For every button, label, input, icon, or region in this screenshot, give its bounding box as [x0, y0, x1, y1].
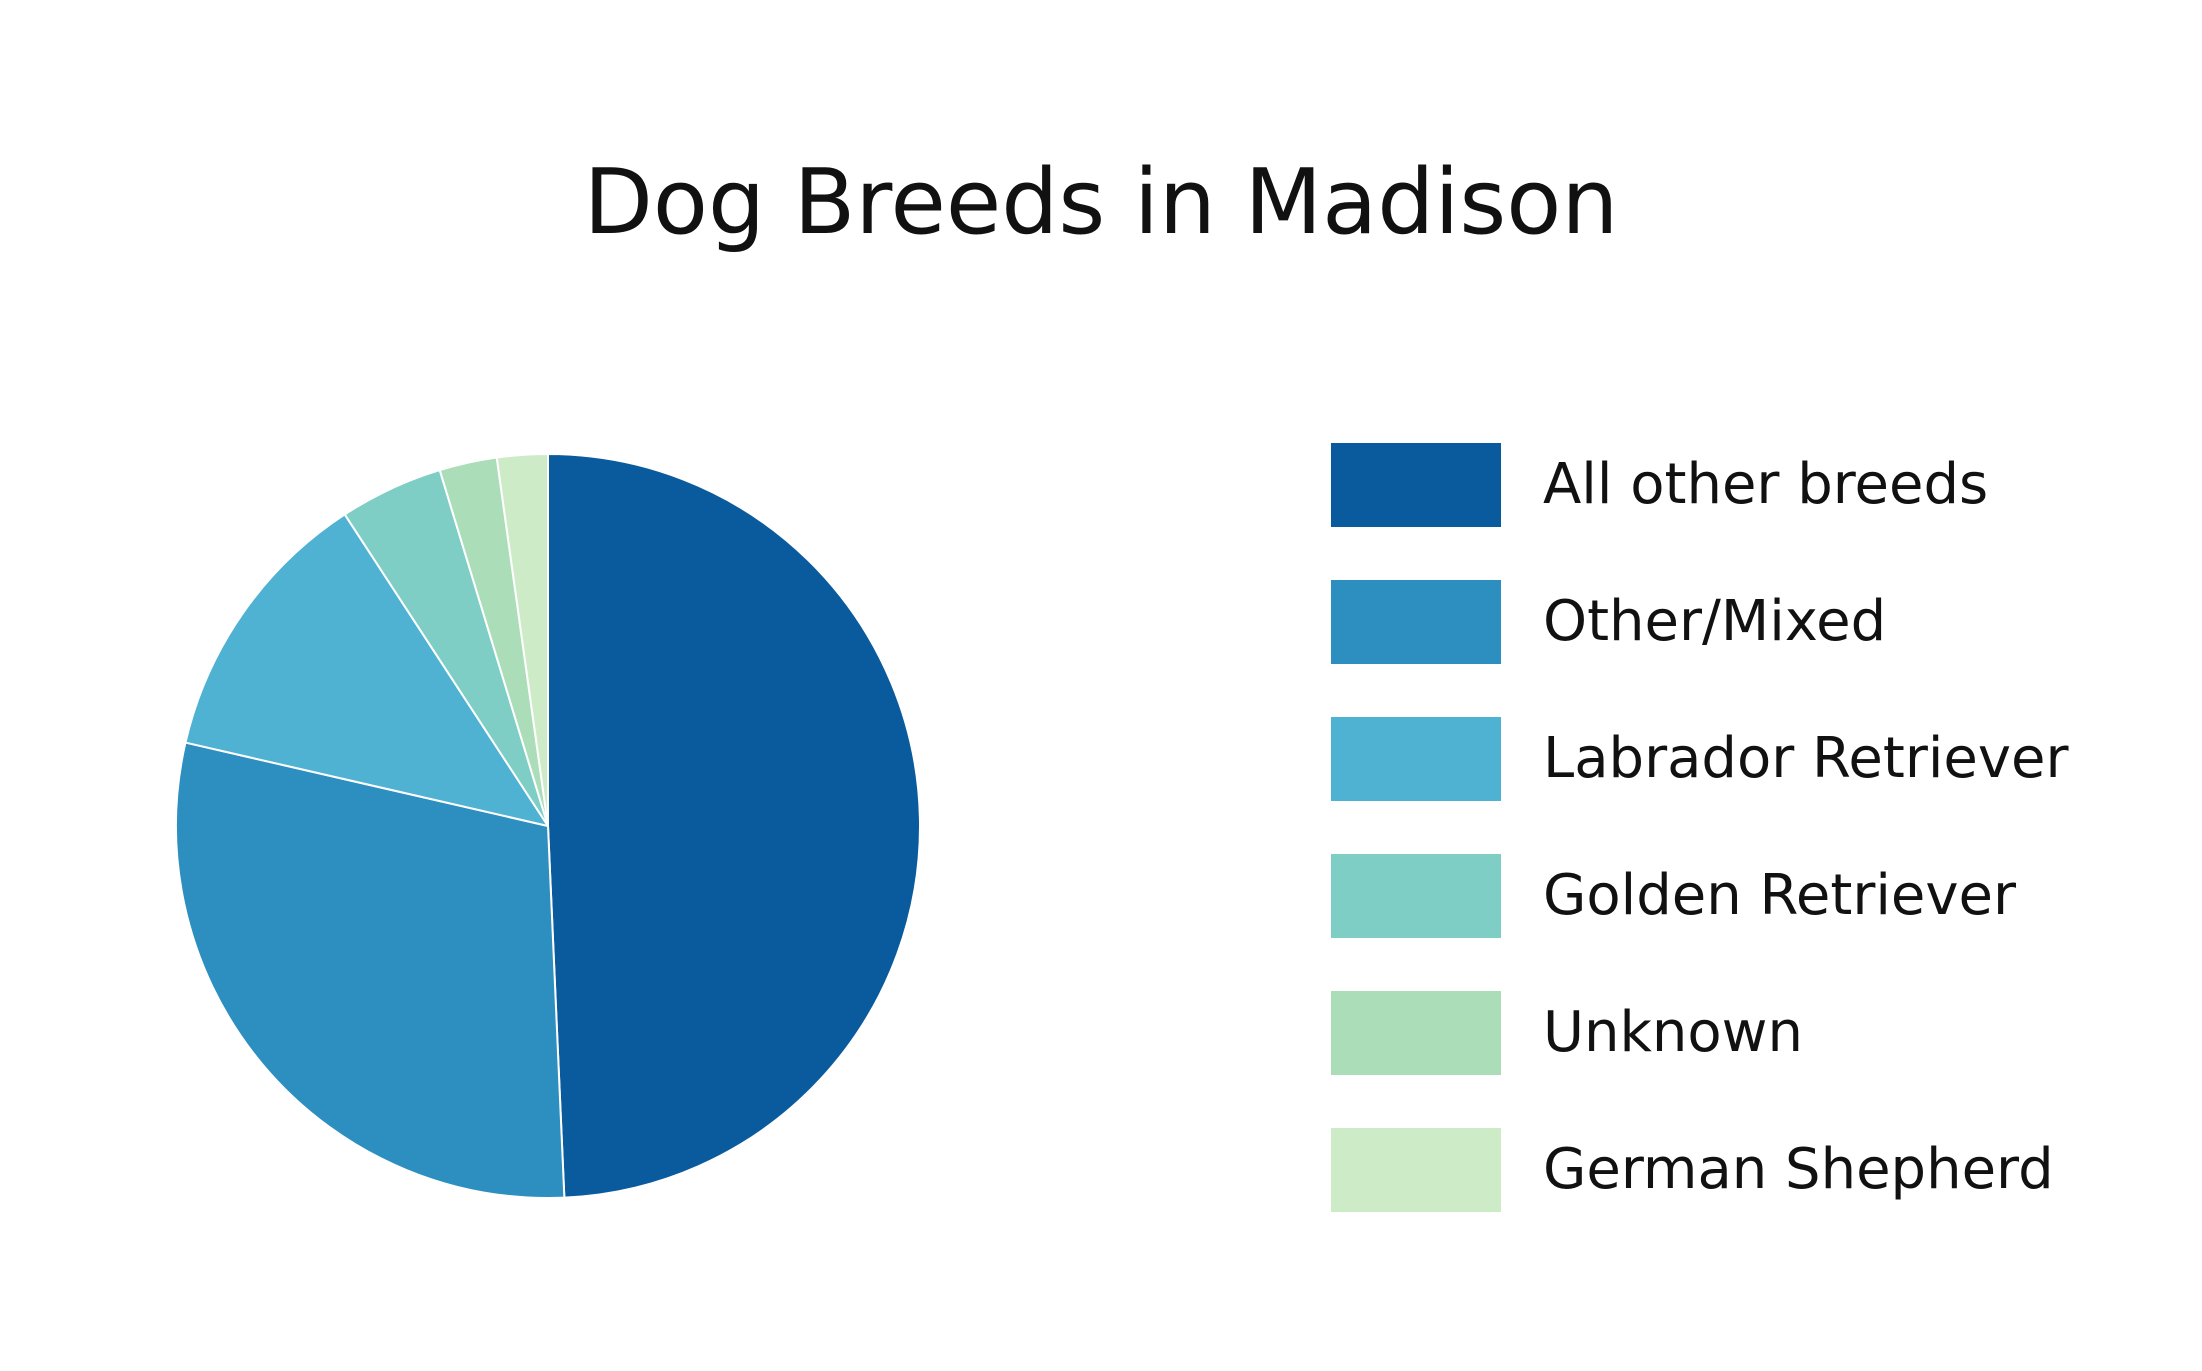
- pie-slice-other-mixed: [175, 741, 566, 1199]
- legend-swatch: [1331, 1128, 1501, 1212]
- legend-swatch: [1331, 717, 1501, 801]
- pie-slice-labrador-retriever: [184, 513, 549, 827]
- legend-label: Golden Retriever: [1543, 863, 2016, 928]
- legend-item-unknown: Unknown: [1331, 991, 2131, 1075]
- pie-slice-german-shepherd: [495, 453, 549, 827]
- legend-label: Labrador Retriever: [1543, 726, 2069, 791]
- legend-label: All other breeds: [1543, 452, 1989, 517]
- legend-swatch: [1331, 854, 1501, 938]
- legend-item-all-other-breeds: All other breeds: [1331, 443, 2131, 527]
- legend-item-golden-retriever: Golden Retriever: [1331, 854, 2131, 938]
- pie-slice-all-other-breeds: [547, 453, 921, 1199]
- legend-label: Unknown: [1543, 1000, 1803, 1065]
- legend-swatch: [1331, 443, 1501, 527]
- pie-slices: [175, 453, 921, 1199]
- legend-label: Other/Mixed: [1543, 589, 1887, 654]
- legend-swatch: [1331, 580, 1501, 664]
- chart-title: Dog Breeds in Madison: [583, 150, 1619, 255]
- legend-item-labrador-retriever: Labrador Retriever: [1331, 717, 2131, 801]
- legend-item-german-shepherd: German Shepherd: [1331, 1128, 2131, 1212]
- legend-item-other-mixed: Other/Mixed: [1331, 580, 2131, 664]
- legend-label: German Shepherd: [1543, 1137, 2054, 1202]
- legend-swatch: [1331, 991, 1501, 1075]
